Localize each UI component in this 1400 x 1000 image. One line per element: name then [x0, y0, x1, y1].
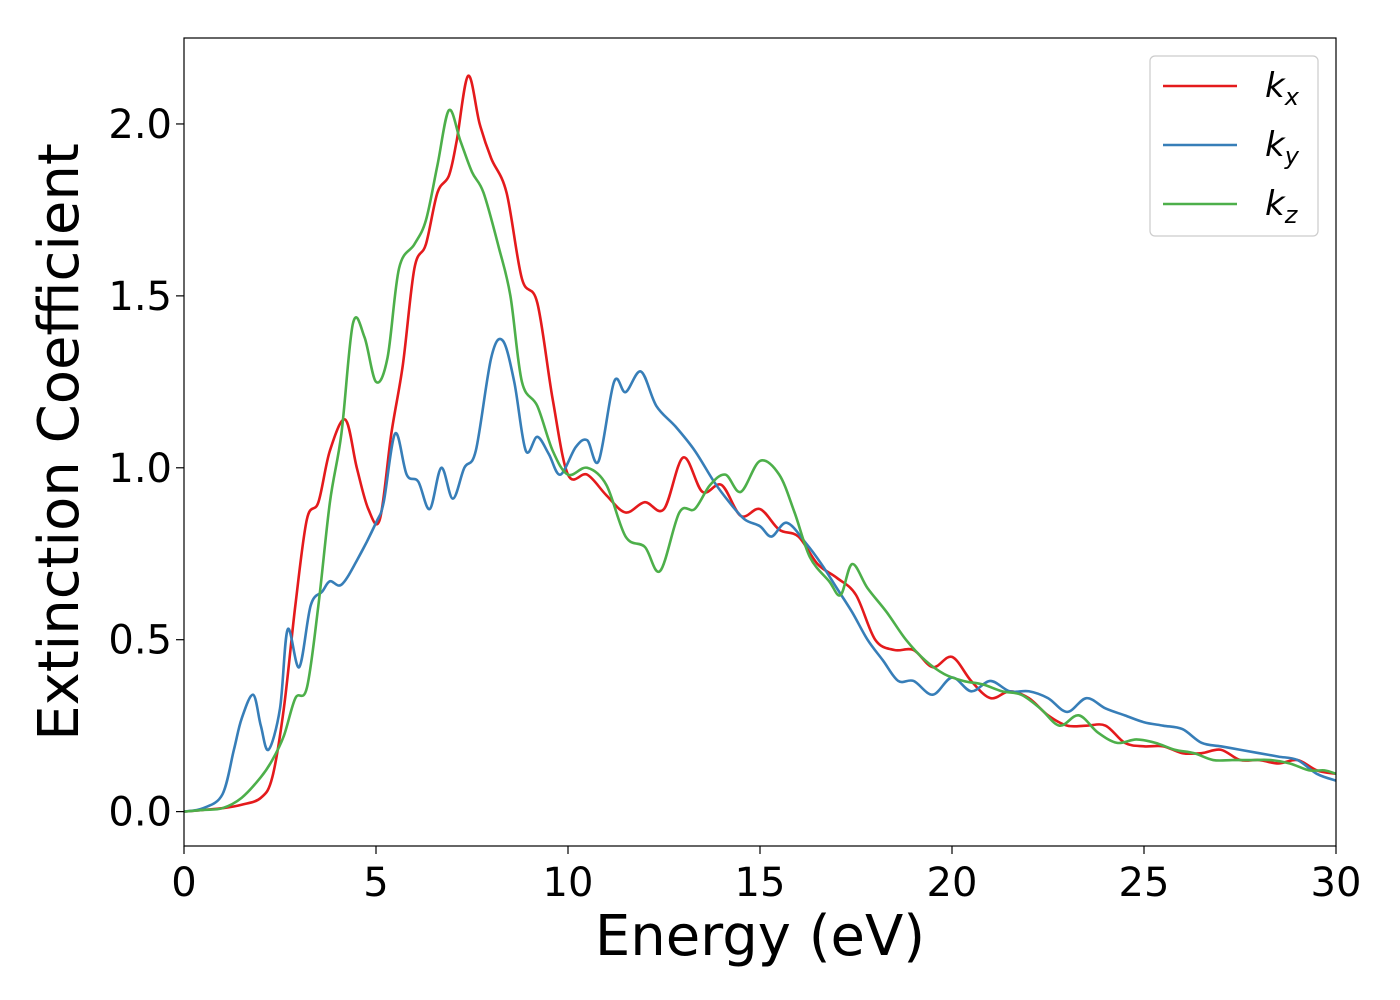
- legend-label-ky: ky: [1265, 125, 1300, 170]
- series-line-ky: [184, 337, 1336, 813]
- x-tick-label: 5: [363, 860, 388, 906]
- x-tick-label: 15: [735, 860, 786, 906]
- legend-label-kz: kz: [1265, 184, 1299, 229]
- legend: kx ky kz: [1149, 55, 1319, 237]
- series-layer: [184, 74, 1336, 813]
- y-axis: 0.0 0.5 1.0 1.5 2.0: [108, 102, 184, 836]
- x-tick-label: 25: [1119, 860, 1170, 906]
- x-tick-label: 20: [927, 860, 978, 906]
- x-tick-label: 30: [1311, 860, 1362, 906]
- y-tick-label: 2.0: [108, 102, 172, 148]
- series-line-kz: [184, 108, 1336, 813]
- y-tick-label: 1.0: [108, 446, 172, 492]
- series-line-kx: [184, 74, 1336, 813]
- legend-label-kx: kx: [1265, 66, 1300, 111]
- y-tick-label: 1.5: [108, 274, 172, 320]
- y-tick-label: 0.0: [108, 790, 172, 836]
- x-axis-title: Energy (eV): [595, 904, 925, 969]
- x-tick-label: 0: [171, 860, 196, 906]
- x-tick-label: 10: [543, 860, 594, 906]
- x-axis: 0 5 10 15 20 25 30: [171, 846, 1361, 906]
- y-tick-label: 0.5: [108, 618, 172, 664]
- y-axis-title: Extinction Coefficient: [27, 143, 92, 741]
